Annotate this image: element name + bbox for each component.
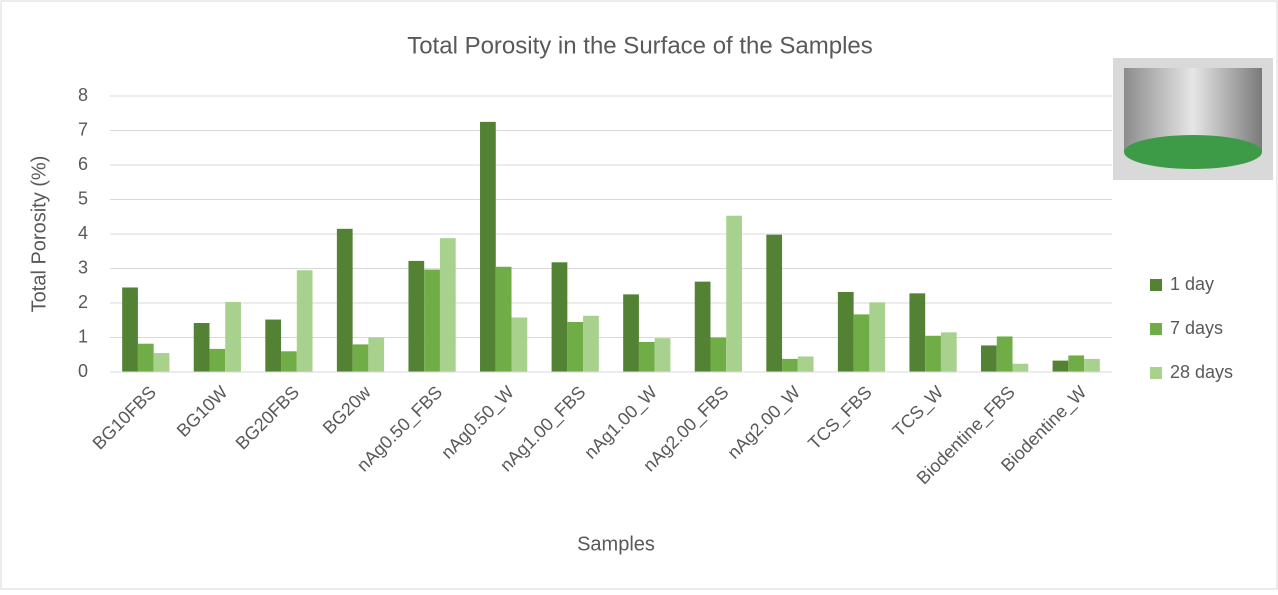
bar <box>265 320 281 372</box>
bar <box>480 122 496 372</box>
bar <box>552 262 568 372</box>
y-tick-label: 3 <box>78 257 88 277</box>
bar <box>941 332 957 372</box>
cylinder-icon <box>1113 58 1273 180</box>
legend-label: 28 days <box>1170 362 1233 382</box>
bar <box>997 336 1013 372</box>
bar <box>782 359 798 372</box>
bar <box>353 344 369 372</box>
bar <box>854 314 870 372</box>
bar <box>909 293 925 372</box>
y-tick-label: 6 <box>78 154 88 174</box>
bar <box>869 302 885 372</box>
bar <box>496 267 512 372</box>
page: {"chart_data": {"type": "bar", "title": … <box>0 0 1278 595</box>
bar <box>209 349 225 372</box>
bar <box>1068 355 1084 372</box>
bar <box>925 336 941 372</box>
legend-label: 7 days <box>1170 318 1223 338</box>
y-tick-label: 4 <box>78 223 88 243</box>
bar <box>122 287 138 372</box>
bar <box>1013 364 1029 372</box>
chart: Total Porosity in the Surface of the Sam… <box>0 0 1278 590</box>
bar <box>567 322 583 372</box>
bar <box>154 353 170 372</box>
bar <box>368 338 384 373</box>
y-axis-label: Total Porosity (%) <box>28 156 50 313</box>
bar <box>440 238 456 372</box>
bar <box>655 338 671 372</box>
bar <box>424 270 440 372</box>
bar <box>512 317 528 372</box>
bar <box>583 316 599 372</box>
y-tick-label: 5 <box>78 188 88 208</box>
y-tick-label: 8 <box>78 85 88 105</box>
bar <box>639 342 655 372</box>
chart-border <box>1 1 1277 589</box>
bar <box>194 323 210 372</box>
bar <box>408 261 424 372</box>
bar <box>337 229 353 372</box>
bar <box>623 294 639 372</box>
y-tick-label: 1 <box>78 326 88 346</box>
bar <box>281 351 297 372</box>
x-axis-label: Samples <box>577 533 655 555</box>
bar <box>981 345 997 372</box>
bar <box>726 216 742 372</box>
bar <box>138 344 154 372</box>
y-tick-label: 7 <box>78 119 88 139</box>
chart-title: Total Porosity in the Surface of the Sam… <box>407 32 873 59</box>
bar <box>297 270 313 372</box>
y-tick-label: 2 <box>78 292 88 312</box>
legend-label: 1 day <box>1170 274 1214 294</box>
bar <box>766 235 782 372</box>
legend-swatch <box>1150 279 1162 291</box>
bar <box>798 356 814 372</box>
bar <box>225 302 241 372</box>
legend-swatch <box>1150 323 1162 335</box>
y-tick-label: 0 <box>78 361 88 381</box>
bar <box>695 282 711 372</box>
bar <box>710 338 726 373</box>
legend-swatch <box>1150 367 1162 379</box>
bar <box>1053 361 1069 372</box>
bar <box>1084 359 1100 372</box>
bar <box>838 292 854 372</box>
